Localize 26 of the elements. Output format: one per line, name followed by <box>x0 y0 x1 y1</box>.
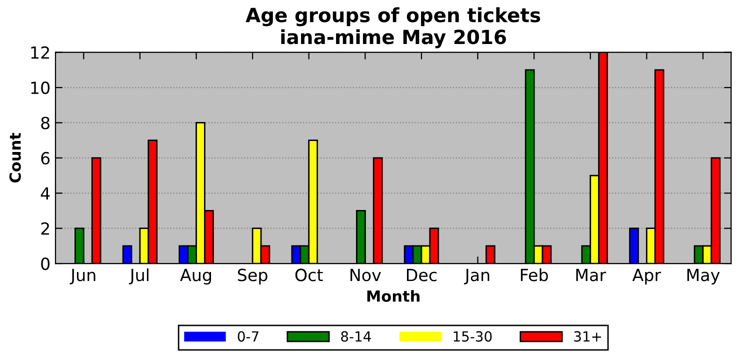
y-tick-label: 12 <box>31 46 49 59</box>
x-tick-label: Dec <box>406 268 437 282</box>
chart-title: Age groups of open tickets iana-mime May 2016 <box>246 7 540 48</box>
legend-label: 8-14 <box>341 331 371 342</box>
x-tick-label: Nov <box>350 268 381 282</box>
y-tick-label: 0 <box>41 257 50 270</box>
x-tick-label: May <box>687 268 720 285</box>
x-tick-label: Feb <box>520 268 548 282</box>
y-axis-title: Count <box>9 132 21 183</box>
x-tick-label: Jan <box>464 268 490 284</box>
legend-label: 0-7 <box>238 331 258 342</box>
legend-label: 31+ <box>574 331 601 342</box>
y-tick-label: 6 <box>41 152 50 165</box>
x-tick-label: Jul <box>129 268 148 284</box>
x-tick-label: Apr <box>632 268 662 285</box>
x-tick-label: Sep <box>238 268 268 285</box>
x-tick-label: Aug <box>180 268 212 285</box>
legend-label: 15-30 <box>454 331 492 342</box>
y-tick-label: 8 <box>41 116 50 130</box>
x-tick-label: Oct <box>295 268 323 282</box>
y-tick-label: 2 <box>41 222 49 235</box>
x-tick-label: Mar <box>576 268 606 282</box>
y-tick-label: 4 <box>40 187 50 200</box>
x-tick-label: Jun <box>70 268 96 284</box>
y-tick-label: 10 <box>31 82 50 94</box>
x-axis-title: Month <box>367 290 420 302</box>
